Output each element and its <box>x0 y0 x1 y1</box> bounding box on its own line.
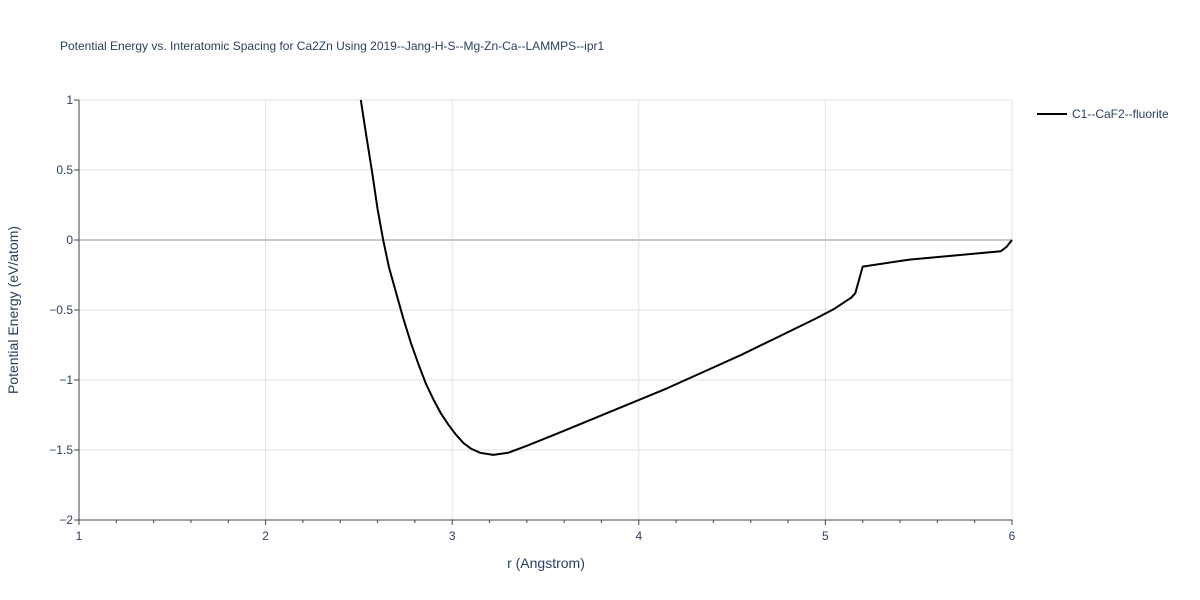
y-tick-label: −2 <box>59 513 73 527</box>
y-tick-label: 1 <box>66 93 73 107</box>
y-tick-label: −1.5 <box>49 443 73 457</box>
x-tick-label: 5 <box>822 529 829 543</box>
legend-label: C1--CaF2--fluorite <box>1072 107 1169 121</box>
x-tick-label: 1 <box>76 529 83 543</box>
y-axis-ticks: 1 0.5 0 −0.5 −1 −1.5 −2 <box>49 93 73 527</box>
y-tick-label: −0.5 <box>49 303 73 317</box>
chart-title: Potential Energy vs. Interatomic Spacing… <box>60 39 605 53</box>
axes <box>74 99 1013 525</box>
y-tick-label: 0.5 <box>56 163 73 177</box>
grid <box>79 99 1013 520</box>
x-axis-ticks: 1 2 3 4 5 6 <box>76 529 1016 543</box>
series-layer <box>359 99 1013 456</box>
x-axis-label: r (Angstrom) <box>507 555 585 571</box>
x-tick-label: 2 <box>262 529 269 543</box>
y-tick-label: −1 <box>59 373 73 387</box>
x-tick-label: 6 <box>1009 529 1016 543</box>
x-tick-label: 3 <box>449 529 456 543</box>
series-line <box>359 99 1013 456</box>
y-axis-label: Potential Energy (eV/atom) <box>5 226 21 394</box>
x-tick-label: 4 <box>635 529 642 543</box>
legend[interactable]: C1--CaF2--fluorite <box>1037 107 1169 121</box>
y-tick-label: 0 <box>66 233 73 247</box>
